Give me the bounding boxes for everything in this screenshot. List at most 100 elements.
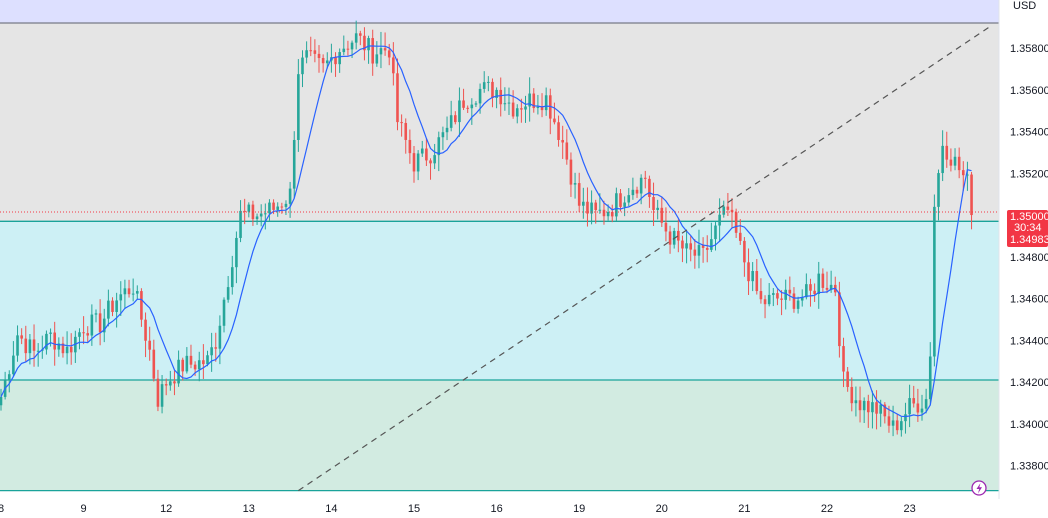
candle-body <box>160 384 164 407</box>
candle-body <box>677 230 680 241</box>
candle-body <box>776 293 779 299</box>
candle-body <box>747 262 750 282</box>
candle-body <box>375 54 379 64</box>
candle-body <box>718 214 721 226</box>
candle-body <box>515 108 519 117</box>
candle-body <box>222 299 226 326</box>
candle-body <box>433 155 436 164</box>
y-tick-label: 1.35800 <box>1010 43 1048 55</box>
y-tick-label: 1.34400 <box>1010 335 1048 347</box>
candle-body <box>871 402 874 413</box>
price-axis-panel[interactable] <box>999 0 1048 518</box>
candle-body <box>809 284 812 291</box>
candle-body <box>259 213 263 217</box>
candle-body <box>602 209 606 217</box>
candle-body <box>520 108 523 110</box>
candle-body <box>511 102 515 117</box>
candle-body <box>164 384 168 386</box>
candle-body <box>908 398 911 415</box>
candle-body <box>838 292 841 347</box>
candle-body <box>569 159 573 185</box>
y-tick-label: 1.34800 <box>1010 252 1048 264</box>
candle-body <box>565 142 569 160</box>
candle-body <box>470 104 474 109</box>
candle-body <box>495 89 498 98</box>
candle-body <box>970 174 973 216</box>
y-tick-label: 1.34200 <box>1010 377 1048 389</box>
candle-body <box>49 332 52 334</box>
x-tick-label: 12 <box>160 503 172 515</box>
x-tick-label: 23 <box>903 503 915 515</box>
candle-body <box>309 50 313 52</box>
candle-body <box>185 355 189 372</box>
candle-body <box>867 400 870 413</box>
candle-body <box>503 103 507 105</box>
candle-body <box>359 33 362 36</box>
candle-body <box>408 139 412 154</box>
candle-body <box>321 58 325 64</box>
candle-body <box>317 53 321 59</box>
candle-body <box>325 60 329 64</box>
candle-body <box>788 289 792 294</box>
candle-body <box>705 247 709 250</box>
candle-body <box>173 381 176 384</box>
candle-body <box>177 359 180 384</box>
candle-body <box>379 48 383 55</box>
candle-body <box>957 156 961 171</box>
candle-body <box>115 300 118 312</box>
candle-body <box>445 127 449 133</box>
candle-body <box>127 288 131 295</box>
candle-body <box>916 403 920 413</box>
candle-body <box>235 237 238 268</box>
candle-body <box>169 381 172 386</box>
candle-body <box>933 206 936 357</box>
candle-body <box>767 294 771 305</box>
candle-body <box>668 231 672 245</box>
candle-body <box>738 232 742 241</box>
candle-body <box>400 122 403 124</box>
candle-body <box>346 48 350 50</box>
candle-body <box>772 293 775 295</box>
candle-body <box>420 148 424 154</box>
candle-body <box>825 287 829 290</box>
candle-body <box>714 225 717 240</box>
candle-body <box>887 416 891 426</box>
current-price-label: 1.35000 30:34 1.34983 <box>1007 210 1048 247</box>
x-tick-label: 16 <box>490 503 502 515</box>
candle-body <box>850 386 854 404</box>
candle-body <box>449 115 453 128</box>
candle-body <box>226 287 230 300</box>
candle-body <box>805 284 808 298</box>
candle-body <box>45 333 48 350</box>
candle-body <box>821 273 825 288</box>
price-label-current: 1.35000 <box>1010 211 1048 223</box>
time-axis-panel[interactable] <box>0 499 999 518</box>
candle-body <box>945 145 949 160</box>
candle-body <box>466 107 469 109</box>
candle-body <box>631 189 635 196</box>
candle-body <box>854 400 858 404</box>
x-tick-label: 22 <box>821 503 833 515</box>
candle-body <box>152 349 156 379</box>
candle-body <box>218 325 222 349</box>
candle-body <box>544 95 548 111</box>
candle-body <box>734 212 738 233</box>
trend-line[interactable] <box>298 24 993 492</box>
candle-body <box>247 204 251 212</box>
candle-body <box>156 378 160 407</box>
candle-body <box>458 100 461 123</box>
candle-body <box>928 356 932 400</box>
candle-body <box>966 174 969 176</box>
candle-body <box>7 374 11 380</box>
candle-body <box>891 420 895 426</box>
lightning-button[interactable] <box>971 480 987 496</box>
candle-body <box>107 300 110 319</box>
currency-label: USD <box>1013 0 1036 12</box>
y-tick-label: 1.35200 <box>1010 168 1048 180</box>
candle-body <box>796 300 800 309</box>
candle-body <box>111 300 114 312</box>
time-axis-ticks: 8 9 12 13 14 15 16 19 20 21 22 23 <box>0 503 916 515</box>
candle-body <box>396 73 399 123</box>
candle-body <box>681 240 684 249</box>
